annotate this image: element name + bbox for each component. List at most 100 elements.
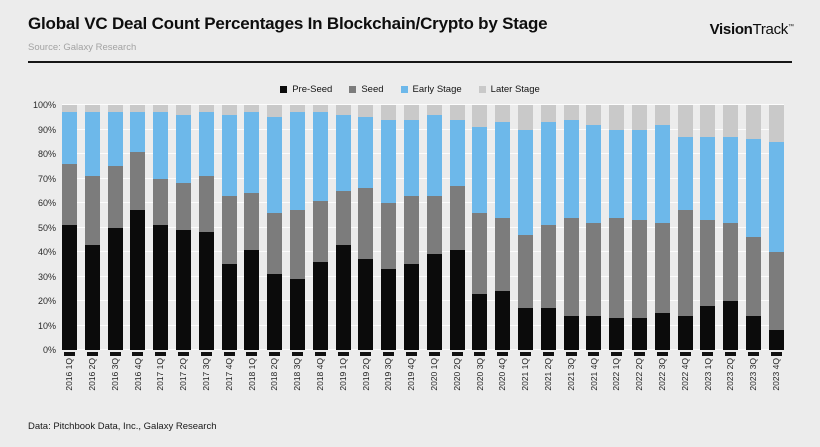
x-axis-label-text: 2018 2Q: [269, 358, 280, 391]
bar-segment-early-stage: [335, 114, 351, 191]
y-axis-tick-label: 60%: [37, 198, 56, 208]
bar-segment-early-stage: [449, 119, 465, 186]
bar-segment-early-stage: [358, 117, 374, 189]
bar-column-2018-2q: [267, 105, 283, 356]
x-axis-label-2021-1q: 2021 1Q: [518, 358, 533, 413]
x-axis-tick: [269, 352, 281, 356]
bar-segment-seed: [175, 183, 191, 230]
source-subtitle: Source: Galaxy Research: [28, 42, 137, 53]
bar-segment-seed: [745, 237, 761, 316]
header-divider: [28, 61, 792, 63]
bar-segment-early-stage: [289, 112, 305, 211]
bar-segment-early-stage: [175, 114, 191, 184]
x-axis-label-text: 2022 3Q: [656, 358, 667, 391]
x-axis-label-text: 2023 3Q: [748, 358, 759, 391]
legend-label: Early Stage: [412, 84, 462, 95]
x-axis-label-text: 2023 1Q: [702, 358, 713, 391]
bar-segment-later-stage: [175, 105, 191, 115]
bar-segment-early-stage: [312, 112, 328, 201]
x-axis-label-2018-4q: 2018 4Q: [313, 358, 328, 413]
x-axis-label-text: 2022 1Q: [611, 358, 622, 391]
bar-segment-later-stage: [449, 105, 465, 120]
x-axis-label-text: 2022 4Q: [679, 358, 690, 391]
x-axis-label-text: 2018 3Q: [292, 358, 303, 391]
bar-column-2020-4q: [495, 105, 511, 356]
bar-segment-seed: [723, 222, 739, 301]
gridline: [62, 251, 784, 252]
bar-segment-pre-seed: [563, 315, 579, 350]
bar-column-2017-3q: [198, 105, 214, 356]
x-axis-label-text: 2019 2Q: [360, 358, 371, 391]
bar-segment-pre-seed: [723, 301, 739, 350]
x-axis-label-text: 2020 1Q: [429, 358, 439, 391]
bar-column-2020-1q: [426, 105, 442, 356]
bar-column-2021-2q: [540, 105, 556, 356]
x-axis-tick: [64, 352, 75, 356]
x-axis-tick: [383, 352, 395, 356]
bar-segment-pre-seed: [358, 259, 374, 350]
bar-segment-later-stage: [426, 105, 442, 115]
x-axis-tick: [565, 352, 577, 356]
x-axis-label-text: 2022 2Q: [634, 358, 645, 391]
legend-label: Seed: [361, 84, 384, 95]
x-axis-tick: [223, 352, 235, 356]
bar-column-2023-2q: [723, 105, 739, 356]
bar-segment-seed: [563, 217, 579, 316]
bar-segment-pre-seed: [130, 210, 146, 350]
x-axis-tick: [314, 352, 326, 356]
x-axis-label-2022-3q: 2022 3Q: [655, 358, 670, 413]
bar-segment-pre-seed: [175, 229, 191, 350]
gridline: [62, 153, 784, 154]
bar-segment-early-stage: [198, 112, 214, 177]
bar-column-2023-1q: [700, 105, 716, 356]
bar-segment-later-stage: [517, 105, 533, 130]
x-axis-tick: [428, 352, 440, 356]
bar-segment-early-stage: [381, 119, 397, 204]
bar-segment-later-stage: [244, 105, 260, 113]
x-axis-tick: [246, 352, 258, 356]
x-axis-tick: [337, 352, 349, 356]
bar-column-2016-3q: [107, 105, 123, 356]
bar-segment-pre-seed: [768, 330, 784, 350]
bar-segment-seed: [403, 195, 419, 265]
bar-segment-later-stage: [609, 105, 625, 130]
x-axis-label-text: 2016 1Q: [64, 358, 75, 391]
bar-segment-pre-seed: [745, 315, 761, 350]
y-axis-tick-label: 0%: [42, 345, 56, 355]
x-axis-tick: [679, 352, 691, 356]
bar-segment-early-stage: [586, 124, 602, 223]
bar-segment-later-stage: [700, 105, 716, 137]
x-axis-label-text: 2016 3Q: [109, 358, 120, 391]
bar-segment-seed: [677, 210, 693, 316]
bar-segment-pre-seed: [426, 254, 442, 350]
x-axis-label-2018-1q: 2018 1Q: [244, 358, 259, 413]
x-axis-label-text: 2017 1Q: [155, 358, 166, 391]
bar-column-2023-3q: [745, 105, 761, 356]
bar-segment-pre-seed: [631, 318, 647, 350]
x-axis-tick: [770, 352, 782, 356]
bar-segment-seed: [631, 220, 647, 319]
bar-segment-seed: [130, 151, 146, 211]
bar-segment-pre-seed: [495, 291, 511, 350]
x-axis-label-text: 2020 4Q: [497, 358, 508, 391]
x-axis-tick: [542, 352, 554, 356]
x-axis-tick: [656, 352, 668, 356]
bar-segment-later-stage: [198, 105, 214, 113]
bar-column-2018-3q: [289, 105, 305, 356]
bar-segment-seed: [654, 222, 670, 314]
bar-column-2019-1q: [335, 105, 351, 356]
bar-segment-later-stage: [312, 105, 328, 113]
legend-item-seed: Seed: [349, 84, 384, 95]
bar-segment-pre-seed: [267, 274, 283, 350]
bar-segment-early-stage: [84, 112, 100, 177]
x-axis-label-2017-4q: 2017 4Q: [222, 358, 237, 413]
x-axis-tick: [497, 352, 509, 356]
y-axis-tick-label: 40%: [37, 247, 56, 257]
bar-segment-early-stage: [768, 141, 784, 253]
x-axis-label-2016-1q: 2016 1Q: [62, 358, 77, 413]
y-axis-tick-label: 50%: [37, 222, 56, 233]
x-axis-label-2019-1q: 2019 1Q: [336, 358, 351, 413]
bar-segment-seed: [335, 190, 351, 245]
bar-segment-later-stage: [130, 105, 146, 113]
bar-segment-pre-seed: [654, 313, 670, 350]
